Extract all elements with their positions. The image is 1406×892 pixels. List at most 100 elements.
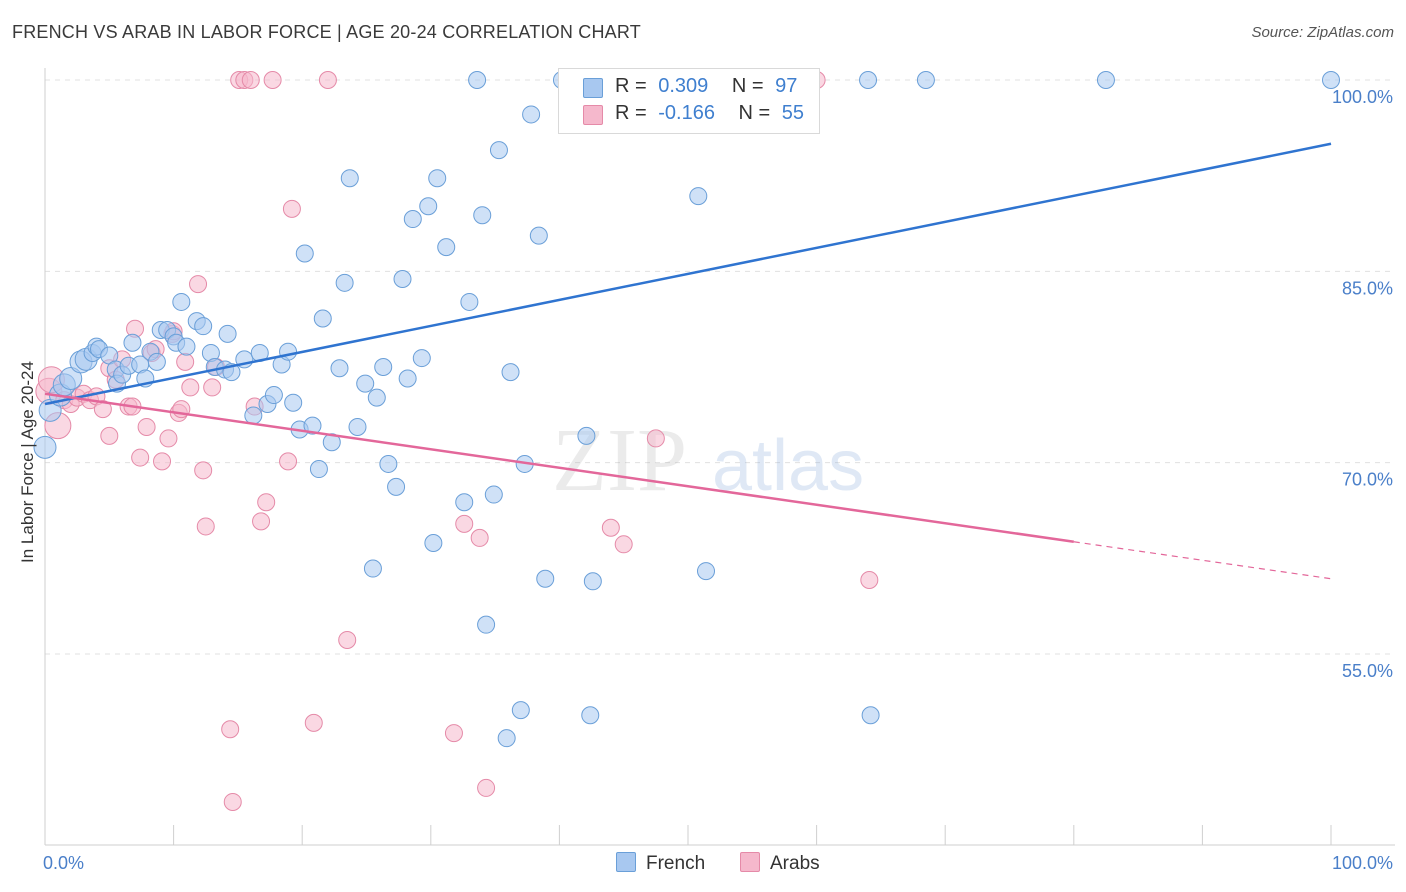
french-point	[309, 460, 328, 479]
french-point	[367, 388, 386, 407]
french-point	[577, 426, 596, 445]
french-point	[194, 317, 213, 336]
french-n-label: N =	[731, 75, 764, 97]
arab-point	[159, 429, 178, 448]
arab-point	[131, 448, 150, 467]
french-point	[861, 706, 880, 725]
french-r-label: R =	[615, 75, 647, 97]
french-point	[387, 477, 406, 496]
arab-point	[223, 792, 242, 811]
french-point	[218, 324, 237, 343]
y-tick-label: 70.0%	[1342, 470, 1393, 490]
french-point	[348, 417, 367, 436]
french-point	[59, 366, 83, 390]
french-point	[529, 226, 548, 245]
french-point	[284, 393, 303, 412]
french-point	[379, 454, 398, 473]
arab-point	[181, 378, 200, 397]
french-point	[501, 363, 520, 382]
french-point	[1322, 71, 1340, 89]
french-point	[489, 141, 508, 160]
french-point	[177, 337, 196, 356]
arab-point	[194, 461, 213, 480]
french-point	[419, 197, 438, 216]
french-point	[335, 273, 354, 292]
arab-n-label: N =	[738, 102, 771, 124]
french-r-value: 0.309	[658, 75, 709, 97]
french-point	[412, 349, 431, 368]
arab-point	[137, 417, 156, 436]
french-point	[473, 206, 492, 225]
arab-point	[470, 528, 489, 547]
french-n-value: 97	[775, 75, 798, 97]
bottom-arab-swatch	[740, 852, 760, 872]
french-swatch	[583, 78, 603, 98]
french-point	[363, 559, 382, 578]
arab-n-value: 55	[781, 102, 805, 124]
legend-row-arab: R = -0.166 N = 55	[583, 102, 805, 125]
stats-legend: R = 0.309 N = 97 R = -0.166 N = 55	[558, 68, 820, 134]
french-point	[428, 169, 447, 188]
french-point	[356, 374, 375, 393]
french-point	[455, 493, 474, 512]
arab-point	[203, 378, 222, 397]
arab-point	[279, 452, 298, 471]
bottom-french-swatch	[616, 852, 636, 872]
arab-trend-line	[44, 392, 1074, 543]
french-point	[689, 187, 708, 206]
arab-point	[601, 518, 620, 537]
french-point	[1096, 71, 1115, 89]
arab-point	[263, 71, 282, 89]
french-point	[497, 729, 516, 748]
arab-swatch	[583, 105, 603, 125]
french-point	[330, 359, 349, 378]
arab-point	[338, 630, 357, 649]
arab-point	[221, 720, 240, 739]
bottom-legend-french: French	[616, 852, 705, 875]
legend-row-french: R = 0.309 N = 97	[583, 75, 798, 98]
french-point	[33, 435, 57, 459]
bottom-french-label: French	[646, 853, 706, 874]
y-tick-label: 100.0%	[1332, 87, 1393, 107]
arab-point	[176, 352, 195, 371]
french-point	[477, 615, 496, 634]
french-point	[374, 358, 393, 376]
y-tick-label: 55.0%	[1342, 661, 1393, 681]
arab-r-value: -0.166	[658, 102, 715, 124]
arab-trend-extension	[1073, 541, 1332, 580]
watermark-zip: ZIP	[552, 411, 687, 510]
arab-point	[153, 452, 172, 471]
y-axis-label: In Labor Force | Age 20-24	[18, 361, 37, 563]
arab-point	[444, 724, 463, 743]
chart-source: Source: ZipAtlas.com	[1251, 24, 1394, 41]
arab-point	[252, 512, 271, 531]
french-point	[522, 105, 541, 124]
french-point	[340, 169, 359, 188]
arab-point	[860, 571, 879, 590]
arab-point	[455, 514, 474, 533]
x-tick-label: 100.0%	[1332, 853, 1393, 873]
french-point	[322, 433, 341, 452]
arab-point	[241, 71, 260, 89]
french-trend-line	[44, 142, 1332, 406]
french-point	[511, 701, 530, 720]
arab-point	[100, 426, 119, 445]
arab-point	[93, 400, 112, 419]
french-point	[295, 244, 314, 263]
arab-point	[318, 71, 337, 89]
arab-point	[477, 778, 496, 797]
french-point	[484, 485, 503, 504]
french-point	[172, 292, 191, 311]
watermark: ZIP atlas	[552, 411, 864, 510]
x-tick-label: 0.0%	[43, 853, 84, 873]
y-tick-label: 85.0%	[1342, 278, 1393, 298]
french-point	[264, 386, 283, 405]
arab-point	[614, 535, 633, 554]
chart-title: FRENCH VS ARAB IN LABOR FORCE | AGE 20-2…	[12, 22, 641, 42]
french-point	[398, 369, 417, 388]
french-point	[303, 416, 322, 435]
arab-point	[196, 517, 215, 536]
bottom-arab-label: Arabs	[770, 853, 820, 874]
french-point	[147, 352, 166, 371]
french-point	[583, 572, 602, 591]
